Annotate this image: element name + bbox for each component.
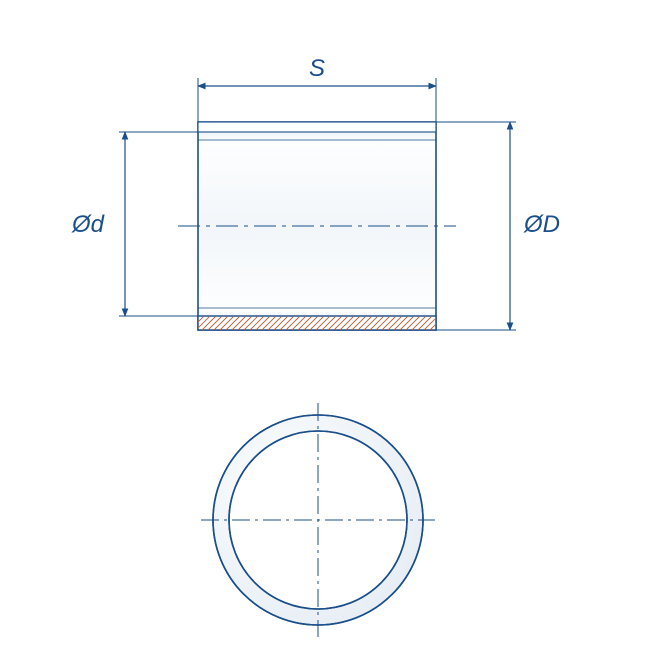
dim-d-label: Ød: [71, 211, 105, 238]
dim-D-label: ØD: [523, 211, 560, 238]
dim-s-label: S: [309, 55, 325, 82]
top-view: [201, 403, 435, 637]
side-view: S Ød ØD: [71, 55, 560, 330]
technical-drawing: S Ød ØD: [0, 0, 671, 670]
top-rim-band: [198, 122, 436, 132]
